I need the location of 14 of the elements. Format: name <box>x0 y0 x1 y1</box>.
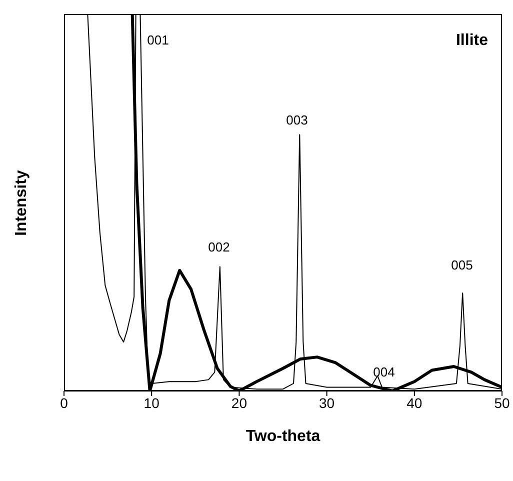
x-tick-label: 40 <box>406 394 422 411</box>
x-tick-label: 20 <box>231 394 248 411</box>
x-axis-title: Two-theta <box>246 428 320 445</box>
x-tick-label: 10 <box>144 394 160 411</box>
annotation: 001 <box>147 32 169 48</box>
text: Illite <box>456 32 488 50</box>
annotation: 004 <box>373 364 395 380</box>
annotation: 002 <box>208 240 230 254</box>
annotation: 005 <box>451 258 473 272</box>
x-tick-label: 50 <box>494 394 510 411</box>
x-tick-label: 0 <box>60 394 68 411</box>
y-axis-title: Intensity <box>13 170 31 236</box>
x-tick-label: 30 <box>319 394 335 411</box>
annotation: 003 <box>286 112 308 128</box>
